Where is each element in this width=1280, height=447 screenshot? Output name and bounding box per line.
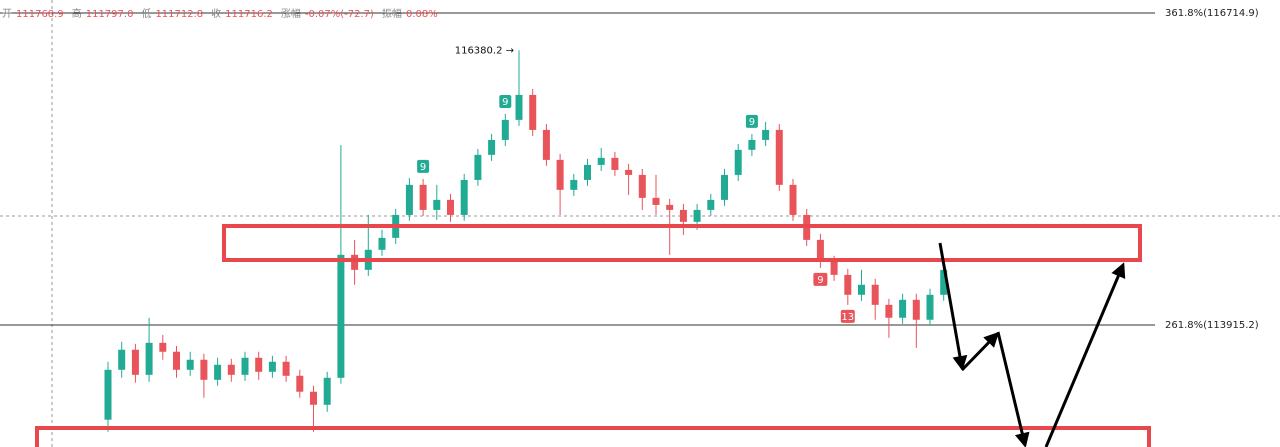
candle-body bbox=[227, 364, 235, 375]
candle-body bbox=[693, 209, 701, 222]
setup-label: 9 bbox=[817, 275, 823, 286]
candle-body bbox=[118, 349, 126, 370]
candle-body bbox=[310, 391, 317, 405]
header-label: 低 bbox=[141, 7, 151, 20]
candle-body bbox=[173, 351, 180, 370]
arrow bbox=[938, 242, 968, 371]
candle-body bbox=[584, 164, 591, 180]
candle-body bbox=[707, 199, 715, 210]
candle-body bbox=[419, 184, 427, 210]
candle-body bbox=[734, 149, 742, 175]
header-label: 收 bbox=[211, 7, 221, 20]
high-annotation: 116380.2 → bbox=[455, 45, 514, 56]
candle-body bbox=[625, 169, 633, 175]
arrow bbox=[1044, 262, 1126, 447]
header-value: 111797.0 bbox=[86, 9, 134, 20]
header-label: 振幅 bbox=[382, 7, 402, 20]
setup-badge bbox=[813, 272, 828, 286]
candle-body bbox=[858, 284, 865, 295]
setup-badge bbox=[840, 309, 855, 323]
candle-body bbox=[871, 284, 879, 305]
header-value: 111712.8 bbox=[155, 9, 203, 20]
candle-body bbox=[789, 184, 797, 215]
level-label: 361.8%(116714.9) bbox=[1165, 8, 1259, 19]
header-value: 0.08% bbox=[406, 9, 438, 20]
candle-body bbox=[255, 357, 263, 372]
candle-body bbox=[186, 359, 194, 370]
candle-body bbox=[145, 342, 153, 375]
candle-body bbox=[899, 299, 907, 318]
candle-body bbox=[200, 359, 208, 380]
header-value: 111768.9 bbox=[16, 9, 64, 20]
candle-body bbox=[282, 361, 290, 376]
candle-body bbox=[830, 261, 838, 275]
candle-body bbox=[926, 294, 934, 320]
header-value: -0.07%(-72.7) bbox=[305, 9, 374, 20]
candle-body bbox=[542, 129, 550, 160]
setup-badge bbox=[499, 94, 512, 108]
candle-body bbox=[816, 239, 824, 262]
candle-body bbox=[570, 179, 578, 190]
candle-body bbox=[433, 199, 441, 210]
candle-body bbox=[721, 174, 728, 200]
candle-body bbox=[159, 342, 167, 352]
candle-body bbox=[762, 129, 770, 140]
candle-body bbox=[474, 154, 482, 180]
candle-body bbox=[748, 139, 756, 150]
candle-body bbox=[337, 254, 345, 378]
candle-body bbox=[556, 159, 564, 190]
setup-label: 9 bbox=[749, 117, 755, 128]
candle-body bbox=[611, 157, 619, 170]
header-label: 高 bbox=[72, 7, 82, 20]
setup-label: 9 bbox=[502, 97, 508, 108]
zone-box bbox=[222, 224, 1142, 262]
candle-body bbox=[488, 139, 496, 155]
candle-body bbox=[515, 94, 523, 120]
candle-body bbox=[666, 204, 674, 210]
arrow bbox=[960, 331, 1000, 372]
candle-body bbox=[844, 274, 852, 295]
candle-body bbox=[501, 119, 509, 140]
candle-body bbox=[296, 375, 304, 392]
arrow bbox=[996, 331, 1030, 447]
candle-body bbox=[679, 209, 687, 222]
candle-body bbox=[323, 377, 331, 405]
candle-body bbox=[378, 237, 386, 250]
candle-body bbox=[460, 179, 468, 215]
candle-body bbox=[529, 94, 537, 130]
candle-body bbox=[104, 369, 112, 420]
candle-body bbox=[351, 254, 359, 270]
candle-body bbox=[638, 174, 646, 198]
setup-badge bbox=[417, 159, 430, 173]
candle-body bbox=[447, 199, 454, 215]
candle-body bbox=[268, 361, 276, 372]
candle-body bbox=[912, 299, 920, 320]
setup-label: 13 bbox=[841, 312, 854, 323]
candle-body bbox=[241, 357, 249, 375]
candle-body bbox=[131, 349, 139, 375]
setup-badge bbox=[745, 114, 758, 128]
candle-body bbox=[405, 184, 413, 215]
candle-body bbox=[940, 269, 948, 295]
candle-body bbox=[597, 157, 605, 165]
header-label: 涨幅 bbox=[281, 7, 301, 20]
header-value: 111716.2 bbox=[225, 9, 273, 20]
candle-body bbox=[214, 364, 222, 380]
zone-box bbox=[35, 426, 1151, 447]
candle-body bbox=[652, 197, 660, 205]
setup-label: 9 bbox=[420, 162, 426, 173]
level-label: 261.8%(113915.2) bbox=[1165, 320, 1259, 331]
candle-body bbox=[775, 129, 783, 185]
header-label: 开 bbox=[2, 9, 12, 20]
arrows bbox=[938, 242, 1126, 447]
candle-body bbox=[885, 304, 893, 318]
